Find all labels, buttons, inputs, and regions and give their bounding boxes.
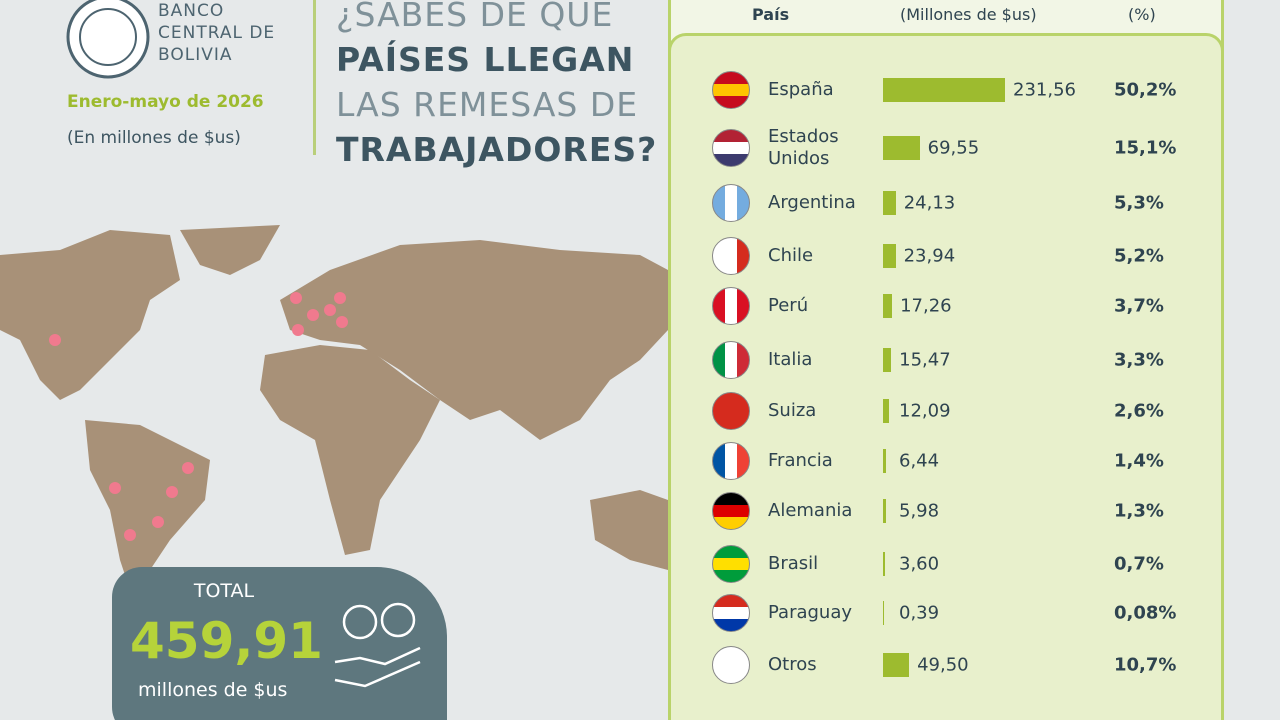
value-label: 0,39 (899, 602, 940, 624)
bar (883, 348, 892, 372)
country-name: Francia (768, 450, 833, 471)
title-line: LAS REMESAS DE (336, 85, 639, 124)
bar (883, 499, 887, 523)
flag (712, 594, 750, 632)
percent-label: 5,3% (1114, 192, 1164, 214)
bar (883, 78, 1005, 102)
logo-text: BANCO CENTRAL DE BOLIVIA (158, 1, 276, 65)
flag (712, 237, 750, 275)
value-label: 231,56 (1013, 79, 1076, 101)
country-name: Suiza (768, 400, 817, 421)
value-label: 15,47 (899, 349, 951, 371)
percent-label: 0,7% (1114, 553, 1164, 575)
country-name: Alemania (768, 500, 853, 521)
country-name: Argentina (768, 192, 856, 213)
column-header: (%) (1128, 5, 1156, 24)
money-icon (334, 602, 421, 688)
country-name: Chile (768, 245, 814, 266)
percent-label: 3,7% (1114, 295, 1164, 317)
percent-label: 3,3% (1114, 349, 1164, 371)
country-name: Estados Unidos (768, 126, 839, 169)
world-map (0, 0, 668, 590)
total-value: 459,91 (130, 612, 323, 670)
total-unit: millones de $us (138, 679, 288, 701)
flag (712, 545, 750, 583)
flag (712, 287, 750, 325)
bar (883, 244, 896, 268)
value-label: 69,55 (927, 137, 980, 159)
bar (883, 653, 910, 677)
value-label: 49,50 (917, 654, 969, 676)
divider (313, 0, 316, 155)
bar (883, 191, 896, 215)
column-header: (Millones de $us) (900, 5, 1037, 24)
percent-label: 50,2% (1114, 79, 1177, 101)
flag (712, 71, 750, 109)
unit: (En millones de $us) (67, 128, 241, 148)
total-box (112, 567, 447, 720)
flag (712, 392, 750, 430)
bar (883, 552, 885, 576)
flag (712, 442, 750, 480)
value-label: 17,26 (900, 295, 952, 317)
flag (712, 129, 750, 167)
percent-label: 0,08% (1114, 602, 1177, 624)
country-name: Perú (768, 295, 809, 316)
period: Enero-mayo de 2026 (67, 92, 264, 112)
flag (712, 184, 750, 222)
title: ¿SABES DE QUÉ PAÍSES LLEGAN LAS REMESAS DE… (336, 0, 657, 172)
title-line: ¿SABES DE QUÉ (336, 0, 614, 34)
percent-label: 1,3% (1114, 500, 1164, 522)
flag (712, 646, 750, 684)
bar (883, 294, 893, 318)
country-name: Italia (768, 349, 813, 370)
value-label: 3,60 (899, 553, 940, 575)
country-name: España (768, 79, 834, 100)
column-header: País (752, 5, 790, 24)
value-label: 6,44 (899, 450, 940, 472)
title-line: TRABAJADORES? (336, 130, 658, 169)
table-body (668, 33, 1224, 720)
percent-label: 5,2% (1114, 245, 1164, 267)
flag (712, 341, 750, 379)
percent-label: 1,4% (1114, 450, 1164, 472)
bar (883, 399, 890, 423)
title-line: PAÍSES LLEGAN (336, 40, 635, 79)
total-label: TOTAL (193, 580, 255, 602)
value-label: 5,98 (899, 500, 940, 522)
country-name: Otros (768, 654, 817, 675)
country-name: Brasil (768, 553, 819, 574)
bar (883, 449, 887, 473)
country-name: Paraguay (768, 602, 853, 623)
percent-label: 2,6% (1114, 400, 1164, 422)
flag (712, 492, 750, 530)
bar (883, 136, 920, 160)
value-label: 23,94 (903, 245, 956, 267)
value-label: 24,13 (903, 192, 956, 214)
value-label: 12,09 (899, 400, 951, 422)
percent-label: 15,1% (1114, 137, 1177, 159)
percent-label: 10,7% (1114, 654, 1177, 676)
